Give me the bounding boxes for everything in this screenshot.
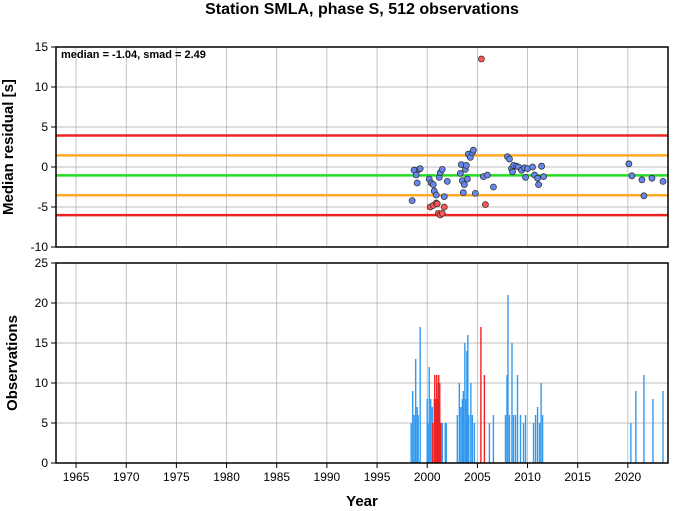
residual-point — [638, 176, 646, 184]
residual-point — [648, 174, 656, 182]
x-tick-label: 2020 — [615, 470, 642, 484]
residual-point — [412, 171, 420, 179]
x-axis-ticks: 1965 1970 1975 1980 1985 1990 1995 2000 2005 2010… — [63, 463, 642, 484]
residual-point — [408, 197, 416, 205]
residual-point — [506, 155, 513, 163]
residual-point — [469, 146, 477, 154]
residual-grid — [56, 46, 668, 248]
residual-plot-frame — [55, 46, 669, 248]
y-tick-label: 0 — [41, 456, 48, 470]
residual-point — [462, 161, 470, 169]
y-tick-label: 20 — [35, 296, 49, 310]
residual-point — [484, 171, 491, 179]
residual-point — [432, 191, 440, 199]
y-tick-label: 15 — [35, 336, 49, 350]
residual-point — [460, 181, 468, 189]
residual-point — [438, 165, 446, 173]
residual-point — [413, 179, 421, 187]
residual-point — [640, 192, 648, 200]
x-tick-label: 1995 — [364, 470, 391, 484]
residual-point — [477, 55, 485, 63]
x-tick-label: 1980 — [213, 470, 240, 484]
chart-title: Station SMLA, phase S, 512 observations — [205, 1, 519, 18]
x-tick-label: 1990 — [314, 470, 341, 484]
observations-panel: 0 5 10 15 20 25 1965 1970 1975 1980 1985 1990 1995 2… — [4, 256, 669, 510]
residual-point — [429, 181, 437, 189]
y-tick-label: -10 — [31, 240, 49, 254]
residual-point — [482, 201, 489, 209]
x-tick-label: 1985 — [263, 470, 290, 484]
residual-point — [540, 173, 547, 181]
residual-point — [443, 177, 451, 185]
observation-bars — [410, 295, 664, 463]
residual-point — [440, 193, 448, 201]
residual-point — [628, 172, 636, 180]
x-tick-label: 2005 — [464, 470, 491, 484]
residual-point — [471, 189, 479, 197]
residual-point — [529, 163, 536, 171]
y-tick-label: 10 — [35, 80, 49, 94]
observations-plot-frame — [55, 262, 669, 464]
residual-y-axis-label: Median residual [s] — [0, 79, 17, 215]
y-tick-label: 10 — [35, 376, 49, 390]
residual-point — [534, 174, 541, 182]
x-tick-label: 1970 — [113, 470, 140, 484]
reference-lines — [56, 134, 668, 217]
observations-y-axis-label: Observations — [4, 315, 21, 411]
y-tick-label: 5 — [41, 416, 48, 430]
residual-point — [440, 203, 448, 211]
residual-point — [659, 177, 667, 185]
median-annotation: median = -1.04, smad = 2.49 — [61, 49, 206, 61]
x-tick-label: 2000 — [414, 470, 441, 484]
x-tick-label: 2015 — [564, 470, 591, 484]
residual-point — [625, 160, 633, 168]
x-axis-label: Year — [346, 493, 378, 510]
x-tick-label: 2010 — [514, 470, 541, 484]
residual-point — [535, 181, 542, 189]
y-tick-label: 0 — [41, 160, 48, 174]
residual-point — [463, 175, 471, 183]
residual-point — [438, 209, 446, 217]
residual-point — [416, 165, 424, 173]
residual-point — [433, 200, 441, 208]
x-tick-label: 1965 — [63, 470, 90, 484]
y-tick-label: 15 — [35, 40, 49, 54]
residual-point — [490, 183, 497, 191]
observations-grid — [56, 262, 668, 464]
residual-point — [509, 168, 516, 176]
y-tick-label: 25 — [35, 256, 49, 270]
residual-points — [408, 55, 667, 219]
residual-y-ticks: 15 10 5 0 -5 -10 — [31, 40, 56, 254]
residual-point — [538, 162, 545, 170]
observations-y-ticks: 0 5 10 15 20 25 — [35, 256, 56, 470]
x-tick-label: 1975 — [163, 470, 190, 484]
y-tick-label: -5 — [37, 200, 48, 214]
residual-point — [522, 173, 529, 181]
y-tick-label: 5 — [41, 120, 48, 134]
residual-point — [456, 169, 464, 177]
residual-point — [459, 189, 467, 197]
